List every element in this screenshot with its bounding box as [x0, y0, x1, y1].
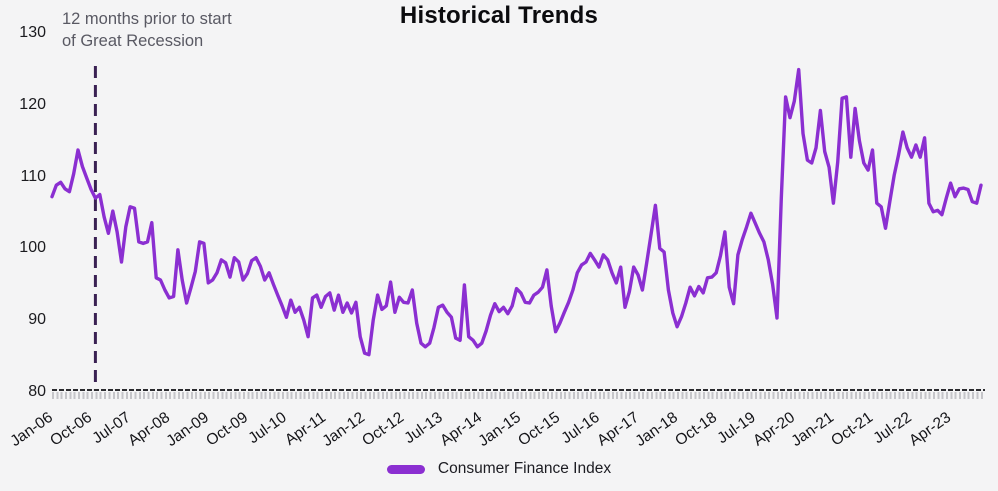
chart-title: Historical Trends: [399, 2, 599, 29]
legend-label: Consumer Finance Index: [437, 460, 612, 477]
y-axis-label: 130: [19, 24, 46, 41]
y-axis-label: 120: [19, 95, 46, 113]
annotation-line-2: of Great Recession: [62, 31, 204, 50]
x-axis-minor-ticks: [52, 392, 985, 399]
consumer-finance-index-line: [50, 67, 983, 357]
y-axis-label: 90: [28, 311, 46, 329]
y-axis-label: 110: [20, 167, 46, 185]
y-axis-label: 100: [19, 239, 46, 257]
legend-line-swatch-icon: [386, 464, 425, 474]
y-axis-label: 80: [28, 383, 46, 400]
recession-annotation: 12 months prior to start of Great Recess…: [62, 9, 232, 53]
x-axis-baseline: [52, 389, 985, 391]
legend: Consumer Finance Index: [0, 460, 998, 478]
annotation-line-1: 12 months prior to start: [62, 10, 232, 28]
